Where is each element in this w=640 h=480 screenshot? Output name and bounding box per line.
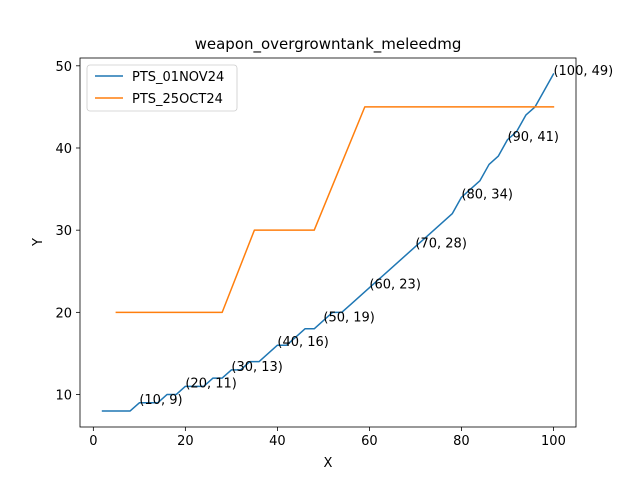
data-annotation: (40, 16) <box>277 335 329 350</box>
plot-frame <box>79 57 577 428</box>
data-annotation: (100, 49) <box>553 64 613 79</box>
data-annotation: (10, 9) <box>139 393 182 408</box>
legend-label: PTS_01NOV24 <box>132 70 224 85</box>
series-line-2 <box>115 106 555 314</box>
data-annotation: (60, 23) <box>369 278 421 293</box>
y-tick-label: 40 <box>55 142 72 157</box>
data-annotation: (20, 11) <box>185 376 237 391</box>
data-annotation: (90, 41) <box>507 130 559 145</box>
chart-title: weapon_overgrowntank_meleedmg <box>195 35 462 54</box>
y-axis-label: Y <box>31 238 46 247</box>
data-annotation: (50, 19) <box>323 311 375 326</box>
y-tick-label: 30 <box>55 224 72 239</box>
series-line-1 <box>101 73 555 412</box>
data-annotation: (70, 28) <box>415 237 467 252</box>
x-tick-label: 60 <box>361 434 378 449</box>
x-axis-label: X <box>324 456 333 471</box>
y-tick-label: 10 <box>55 389 72 404</box>
x-tick-label: 20 <box>177 434 194 449</box>
x-tick-label: 100 <box>541 434 566 449</box>
x-tick-label: 0 <box>89 434 97 449</box>
legend-label: PTS_25OCT24 <box>132 92 223 107</box>
x-tick-label: 40 <box>269 434 286 449</box>
y-tick-label: 20 <box>55 306 72 321</box>
data-annotation: (80, 34) <box>461 187 512 202</box>
plot-area: (10, 9)(20, 11)(30, 13) (40, 16) (50, 19) (… <box>55 57 613 449</box>
data-annotation: (30, 13) <box>231 360 283 375</box>
y-tick-label: 50 <box>55 60 72 75</box>
x-tick-label: 80 <box>453 434 470 449</box>
legend-box <box>86 64 238 112</box>
